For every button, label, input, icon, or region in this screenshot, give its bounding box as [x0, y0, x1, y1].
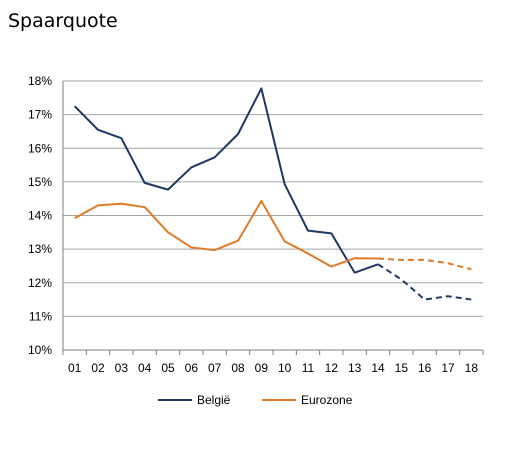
x-tick-label: 05 [161, 361, 175, 375]
y-tick-label: 12% [28, 276, 52, 290]
y-tick-label: 14% [28, 209, 52, 223]
x-tick-label: 08 [231, 361, 245, 375]
y-tick-label: 17% [28, 108, 52, 122]
chart-title: Spaarquote [8, 10, 118, 32]
legend-label-1: België [197, 393, 231, 407]
x-tick-label: 09 [255, 361, 269, 375]
series-projection-1 [377, 263, 472, 301]
x-tick-label: 01 [68, 361, 82, 375]
x-tick-label: 18 [465, 361, 479, 375]
y-tick-label: 16% [28, 141, 52, 155]
series-line-2 [74, 200, 379, 268]
x-tick-label: 11 [302, 361, 315, 375]
x-tick-label: 10 [278, 361, 292, 375]
x-tick-label: 13 [348, 361, 362, 375]
y-tick-label: 13% [28, 242, 52, 256]
x-tick-label: 17 [441, 361, 455, 375]
series-line-1 [73, 87, 379, 274]
x-tick-label: 04 [138, 361, 152, 375]
x-tick-label: 15 [395, 361, 409, 375]
x-tick-label: 12 [325, 361, 339, 375]
x-tick-label: 03 [115, 361, 129, 375]
x-tick-label: 02 [91, 361, 105, 375]
x-tick-label: 14 [371, 361, 385, 375]
x-tick-label: 06 [185, 361, 199, 375]
x-tick-label: 16 [418, 361, 432, 375]
x-tick-label: 07 [208, 361, 222, 375]
y-tick-label: 18% [28, 74, 52, 88]
y-tick-label: 11% [29, 309, 52, 323]
y-tick-label: 10% [28, 343, 52, 357]
y-tick-label: 15% [28, 175, 52, 189]
series-projection-2 [377, 257, 472, 271]
legend-label-2: Eurozone [301, 393, 353, 407]
